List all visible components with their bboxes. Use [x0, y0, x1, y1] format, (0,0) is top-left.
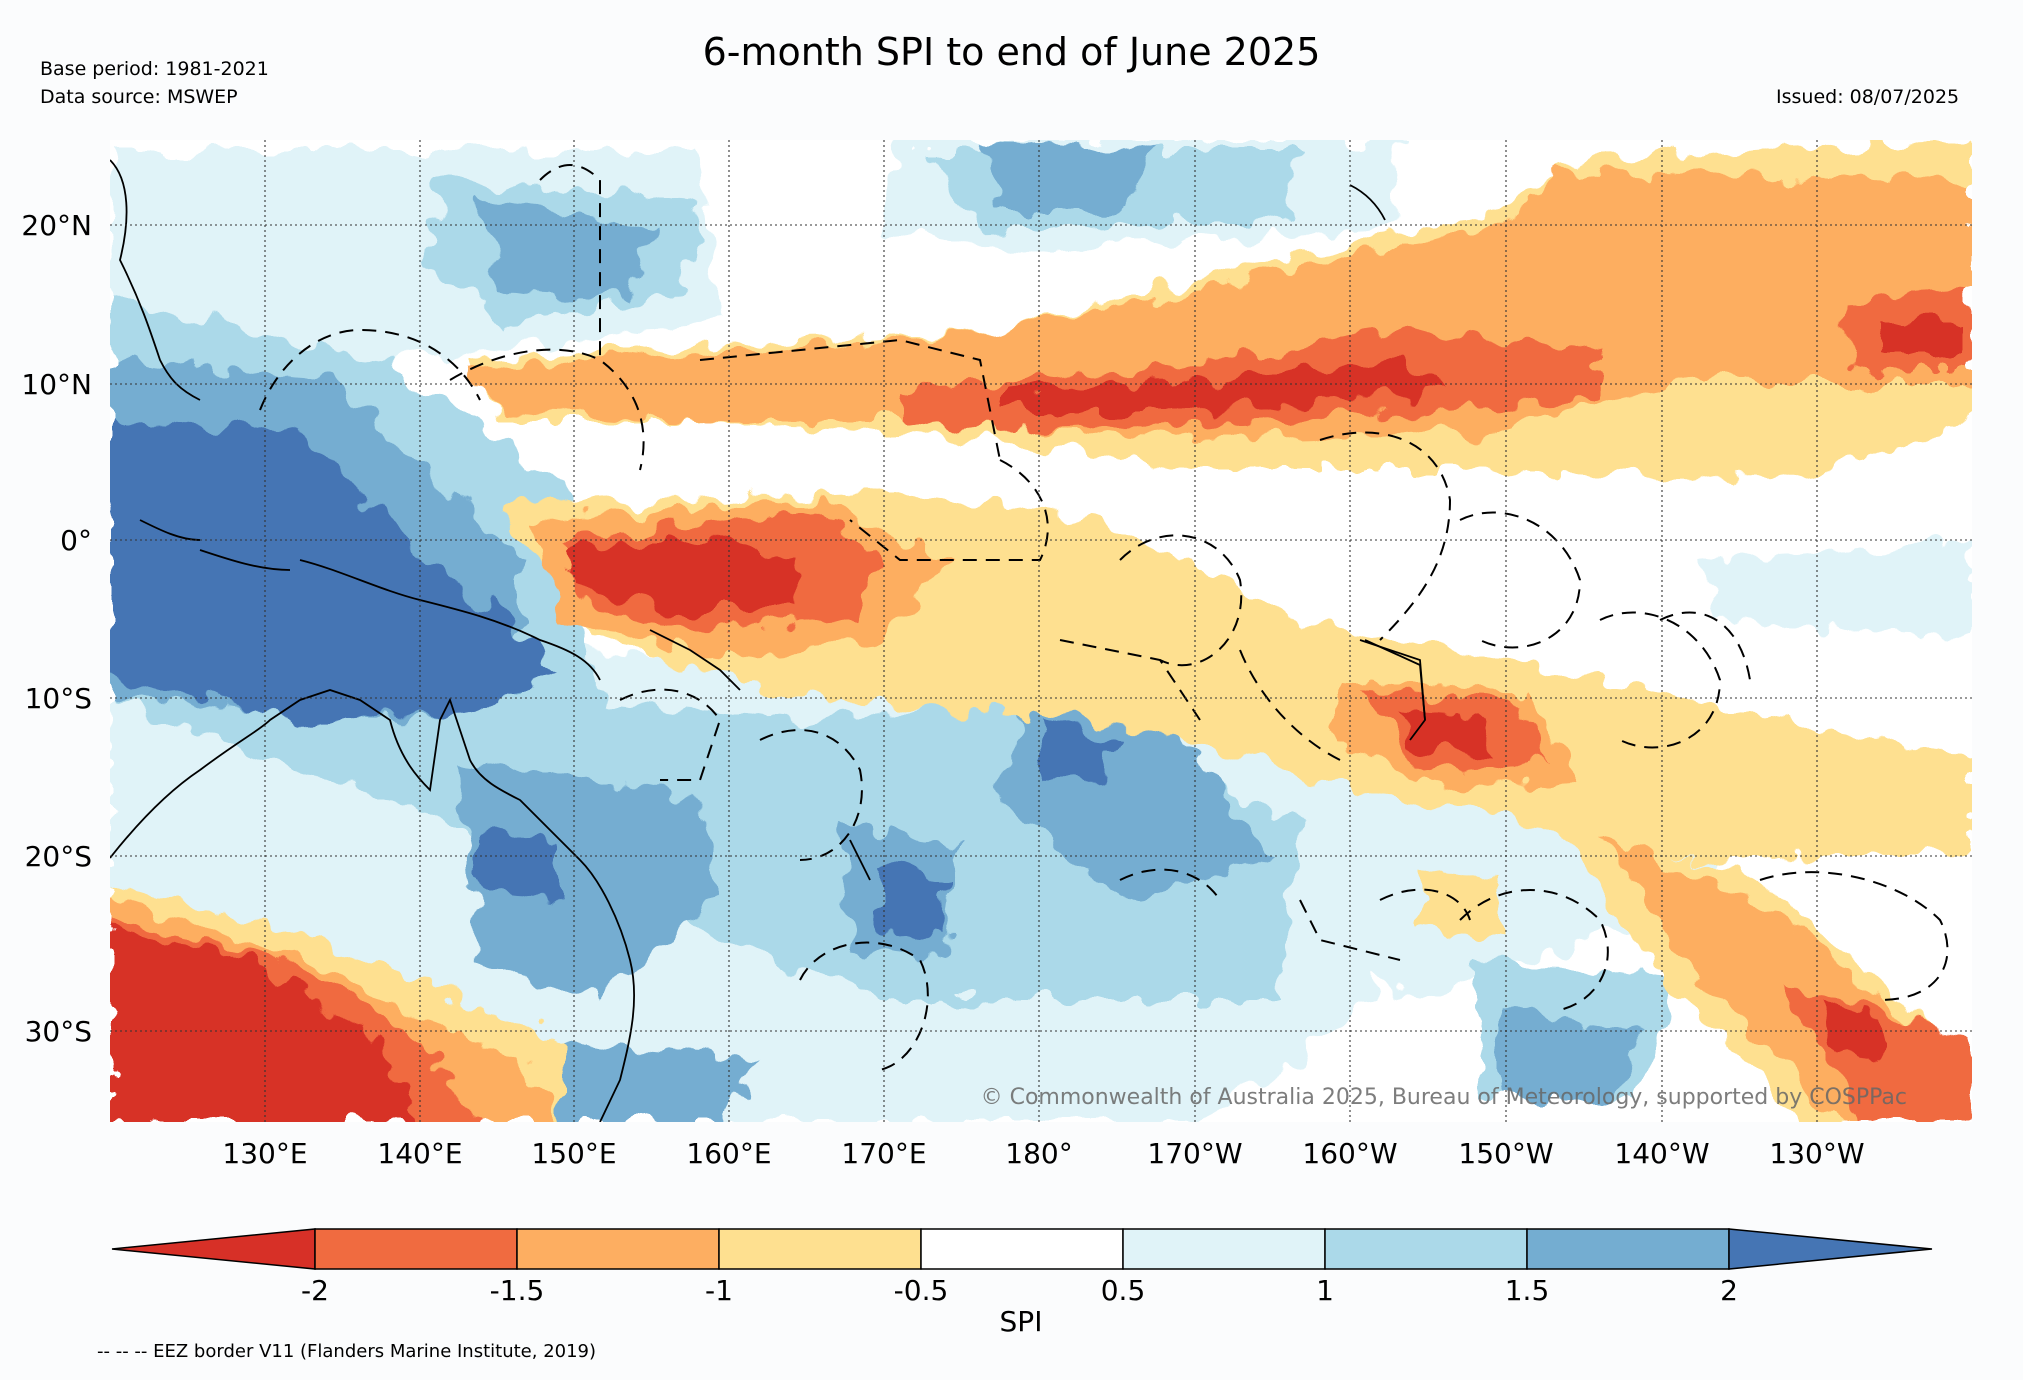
spi-map-panel: © Commonwealth of Australia 2025, Bureau…	[110, 140, 1972, 1122]
eez-borders	[259, 164, 1949, 1071]
lon-label: 150°W	[1458, 1137, 1553, 1170]
latitude-labels: 20°N 10°N 0° 10°S 20°S 30°S	[21, 209, 92, 1048]
spi-anomaly-field	[110, 140, 1972, 1122]
base-period: Base period: 1981-2021	[40, 58, 269, 80]
lon-label: 140°W	[1614, 1137, 1709, 1170]
lat-label: 20°S	[25, 840, 92, 873]
lon-label: 160°W	[1302, 1137, 1397, 1170]
colorbar-segment	[314, 1228, 518, 1270]
longitude-labels: 130°E 140°E 150°E 160°E 170°E 180° 170°W…	[222, 1137, 1864, 1170]
colorbar-tick: 1.5	[1505, 1274, 1550, 1307]
spi-colorbar: -2 -1.5 -1 -0.5 0.5 1 1.5 2 SPI	[111, 1228, 1933, 1338]
lon-label: 130°W	[1769, 1137, 1864, 1170]
colorbar-segment	[516, 1228, 720, 1270]
colorbar-arrow-high	[1728, 1228, 1933, 1270]
colorbar-tick: 2	[1720, 1274, 1738, 1307]
lon-label: 170°E	[841, 1137, 926, 1170]
colorbar-segment	[920, 1228, 1124, 1270]
map-title: 6-month SPI to end of June 2025	[702, 30, 1321, 74]
colorbar-tick: 0.5	[1101, 1274, 1146, 1307]
lon-label: 130°E	[222, 1137, 307, 1170]
colorbar-tick: -2	[301, 1274, 329, 1307]
colorbar-title: SPI	[1000, 1305, 1043, 1338]
lat-label: 10°S	[25, 682, 92, 715]
colorbar-segment	[718, 1228, 922, 1270]
colorbar-segment	[1526, 1228, 1730, 1270]
lat-label: 10°N	[21, 368, 92, 401]
lon-label: 150°E	[531, 1137, 616, 1170]
colorbar-tick: 1	[1316, 1274, 1334, 1307]
data-source: Data source: MSWEP	[40, 86, 238, 108]
lon-label: 160°E	[686, 1137, 771, 1170]
lat-label: 30°S	[25, 1015, 92, 1048]
boundary-line	[1364, 639, 1426, 721]
colorbar-tick: -0.5	[894, 1274, 949, 1307]
lat-label: 0°	[60, 524, 92, 557]
issued-date: Issued: 08/07/2025	[1776, 86, 1960, 108]
colorbar-arrow-low	[111, 1228, 316, 1270]
colorbar-segment	[1122, 1228, 1326, 1270]
lon-label: 180°	[1005, 1137, 1072, 1170]
lat-label: 20°N	[21, 209, 92, 242]
colorbar-segment	[1324, 1228, 1528, 1270]
colorbar-tick: -1.5	[490, 1274, 545, 1307]
copyright-notice: © Commonwealth of Australia 2025, Bureau…	[981, 1085, 1907, 1110]
colorbar-tick: -1	[705, 1274, 733, 1307]
lon-label: 140°E	[377, 1137, 462, 1170]
graticule	[110, 140, 1972, 1122]
lon-label: 170°W	[1147, 1137, 1242, 1170]
eez-legend-note: -- -- -- EEZ border V11 (Flanders Marine…	[97, 1341, 597, 1362]
